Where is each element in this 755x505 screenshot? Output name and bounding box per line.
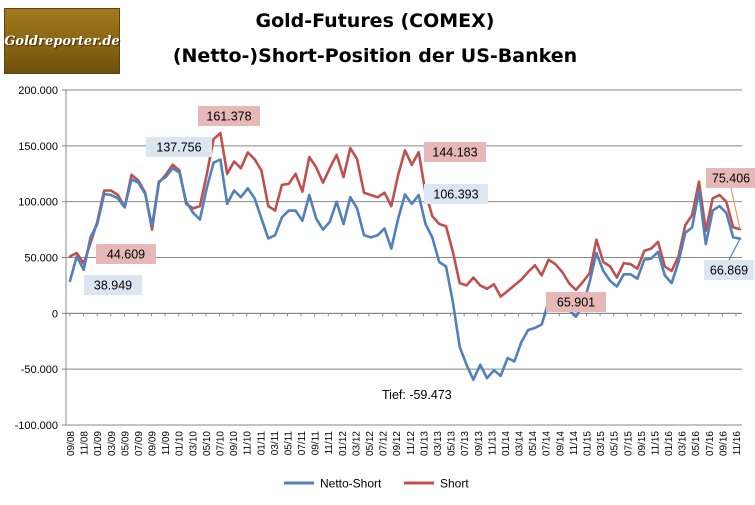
callout-box	[96, 244, 156, 264]
x-tick-label: 09/12	[392, 431, 403, 456]
x-tick-label: 07/12	[379, 431, 390, 456]
callout-box	[84, 275, 142, 295]
x-tick-label: 07/16	[705, 431, 716, 456]
callout-box	[546, 292, 606, 312]
callout-leader	[730, 187, 741, 230]
chart-title-line-2: (Netto-)Short-Position der US-Banken	[172, 45, 578, 67]
y-axis-ticks: 200.000 150.000 100.000 50.000 0 -50.000 -100.…	[15, 85, 66, 432]
x-tick-label: 05/14	[528, 431, 539, 456]
x-tick-label: 01/09	[93, 431, 104, 456]
x-tick-label: 07/14	[542, 431, 553, 456]
data-label: 75.406	[712, 172, 750, 186]
x-tick-label: 11/11	[324, 431, 335, 455]
y-tick-label: 100.000	[18, 197, 58, 209]
x-tick-label: 03/15	[596, 431, 607, 456]
data-label: 144.183	[432, 146, 477, 160]
legend: Netto-Short Short	[284, 477, 469, 491]
x-tick-label: 05/10	[202, 431, 213, 456]
x-tick-label: 09/09	[148, 431, 159, 456]
y-tick-label: 50.000	[24, 253, 58, 265]
x-tick-label: 07/09	[134, 431, 145, 456]
x-tick-label: 11/16	[732, 431, 743, 456]
x-tick-label: 01/11	[256, 431, 267, 456]
data-label: 137.756	[156, 141, 201, 155]
x-tick-label: 03/16	[678, 431, 689, 456]
callout-box	[704, 260, 754, 280]
x-tick-label: 01/15	[582, 431, 593, 456]
x-tick-label: 05/09	[120, 431, 131, 456]
x-tick-label: 09/10	[229, 431, 240, 456]
x-tick-label: 05/15	[610, 431, 621, 456]
callout-box	[198, 106, 260, 126]
x-tick-label: 05/16	[691, 431, 702, 456]
x-tick-label: 09/13	[474, 431, 485, 456]
x-tick-label: 05/12	[365, 431, 376, 456]
x-tick-label: 03/10	[188, 431, 199, 456]
callout-box	[706, 168, 755, 188]
x-tick-label: 07/10	[216, 431, 227, 456]
data-label: 44.609	[107, 248, 145, 262]
x-tick-label: 09/14	[555, 431, 566, 456]
x-tick-label: 01/14	[501, 431, 512, 456]
legend-label: Netto-Short	[320, 477, 382, 491]
x-tick-label: 07/11	[297, 431, 308, 456]
x-tick-label: 05/13	[447, 431, 458, 456]
x-tick-label: 11/13	[487, 431, 498, 456]
callout-box	[424, 184, 488, 204]
y-tick-label: 0	[52, 308, 58, 320]
x-tick-label: 09/16	[718, 431, 729, 456]
x-tick-label: 11/08	[80, 431, 91, 456]
data-label: 161.378	[206, 110, 251, 124]
x-axis: 09/08 11/08 01/09 03/09 05/09 07/09 09/09 11/09…	[66, 312, 743, 456]
x-tick-label: 03/12	[351, 431, 362, 456]
callout-box	[146, 137, 212, 157]
x-tick-label: 11/15	[650, 431, 661, 456]
goldreporter-logo: Goldreporter.de	[4, 8, 120, 74]
x-tick-label: 11/14	[569, 431, 580, 456]
data-label: 65.901	[557, 296, 595, 310]
x-tick-label: 01/13	[419, 431, 430, 456]
y-tick-label: 150.000	[18, 141, 58, 153]
callout-leader	[728, 238, 741, 261]
callout-box	[424, 142, 486, 162]
data-label: 66.869	[710, 264, 748, 278]
x-tick-label: 03/13	[433, 431, 444, 456]
x-tick-label: 11/09	[161, 431, 172, 456]
y-tick-label: -100.000	[15, 420, 58, 432]
x-tick-label: 03/14	[515, 431, 526, 456]
annotation-low: Tief: -59.473	[382, 388, 452, 402]
x-tick-label: 01/12	[338, 431, 349, 456]
logo-text: Goldreporter.de	[4, 33, 120, 49]
chart-title-line-1: Gold-Futures (COMEX)	[255, 10, 495, 32]
x-tick-label: 03/11	[270, 431, 281, 456]
y-tick-label: -50.000	[21, 364, 58, 376]
series-lines	[68, 131, 742, 382]
x-tick-label: 09/15	[637, 431, 648, 456]
data-callouts: 44.609 38.949 137.756 161.378 144.183 106.393…	[84, 106, 755, 402]
data-label: 106.393	[433, 188, 478, 202]
x-tick-label: 07/13	[460, 431, 471, 456]
x-tick-label: 01/10	[175, 431, 186, 456]
netto-short-series-line	[68, 158, 742, 382]
x-tick-label: 11/12	[406, 431, 417, 456]
y-tick-label: 200.000	[18, 85, 58, 97]
data-label: 38.949	[94, 279, 132, 293]
x-tick-label: 09/08	[66, 431, 77, 456]
x-tick-label: 11/10	[243, 431, 254, 456]
x-tick-label: 09/11	[311, 431, 322, 456]
x-tick-label: 01/16	[664, 431, 675, 456]
x-tick-label: 07/15	[623, 431, 634, 456]
x-tick-label: 05/11	[283, 431, 294, 456]
legend-label: Short	[440, 477, 469, 491]
x-tick-label: 03/09	[107, 431, 118, 456]
